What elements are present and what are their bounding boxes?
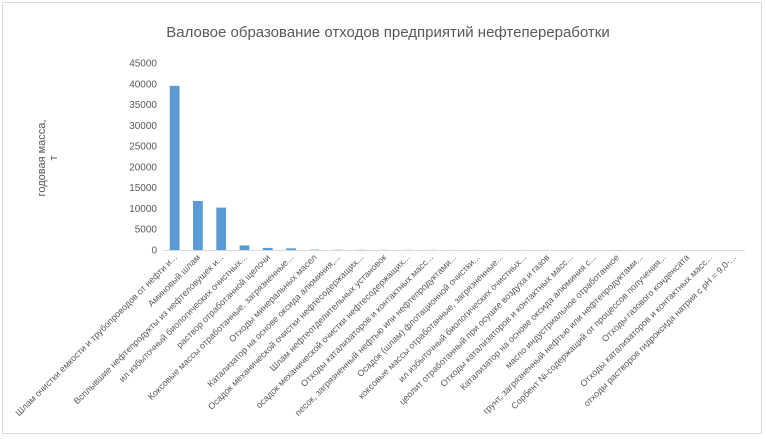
y-tick-label: 30000 [129,121,157,132]
y-tick-label: 5000 [135,225,158,236]
bar [169,85,180,250]
bar [262,247,273,250]
y-tick-label: 15000 [129,183,157,194]
y-tick-label: 45000 [129,59,157,70]
y-tick-label: 10000 [129,204,157,215]
chart-title: Валовое образование отходов предприятий … [166,24,610,41]
bar [239,245,250,250]
bar [193,200,203,250]
y-tick-label: 35000 [129,100,157,111]
y-tick-label: 25000 [129,142,157,153]
bar [286,248,296,250]
y-tick-label: 0 [151,246,157,257]
y-tick-label: 40000 [129,79,157,90]
bar [216,207,227,250]
chart-area [2,2,762,434]
y-tick-label: 20000 [129,162,157,173]
